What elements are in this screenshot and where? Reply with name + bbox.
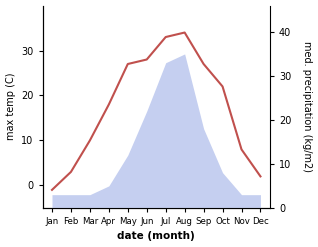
Y-axis label: max temp (C): max temp (C) bbox=[5, 73, 16, 141]
Y-axis label: med. precipitation (kg/m2): med. precipitation (kg/m2) bbox=[302, 41, 313, 172]
X-axis label: date (month): date (month) bbox=[117, 231, 195, 242]
